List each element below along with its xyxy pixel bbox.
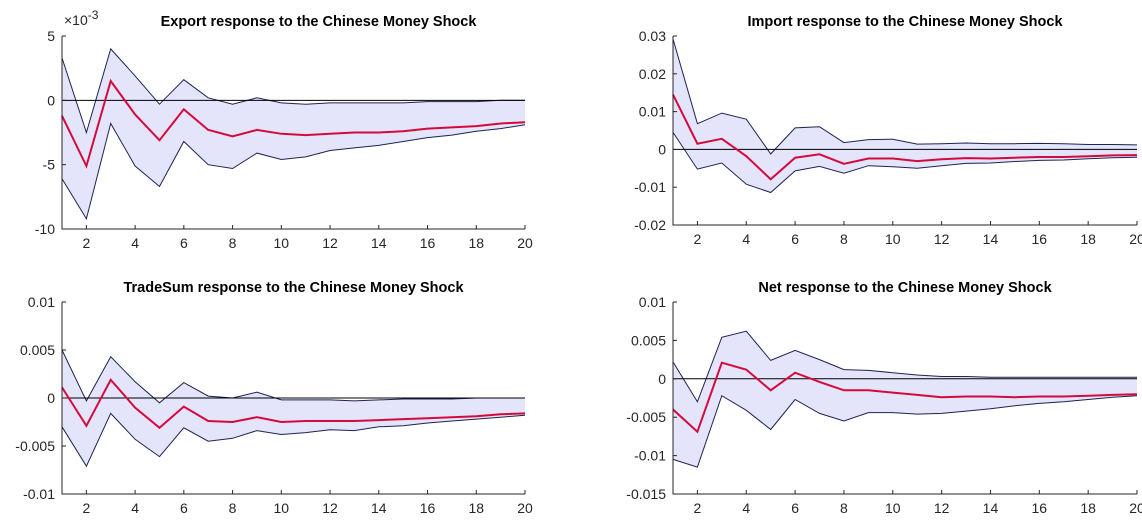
median-response-line (672, 361, 1138, 434)
x-tick-label: 4 (131, 235, 139, 251)
x-tick-label: 2 (82, 235, 90, 251)
x-tick-label: 18 (468, 235, 484, 251)
confidence-band (673, 331, 1137, 468)
x-tick-label: 10 (274, 500, 290, 516)
x-tick-label: 4 (742, 231, 750, 247)
chart-title: TradeSum response to the Chinese Money S… (123, 280, 464, 296)
x-tick-label: 12 (322, 500, 338, 516)
chart-panel-3: 2 4 6 8 10 12 14 16 18 20 -0.01 -0.005 0 0.005 0.01 Tra… (15, 280, 533, 516)
x-tick-label: 18 (468, 500, 484, 516)
x-tick-label: 6 (791, 500, 799, 516)
median-response-line (61, 78, 526, 169)
y-tick-label: 0.01 (639, 104, 666, 120)
y-exponent-label: ×10-3 (64, 8, 99, 28)
x-tick-label: 8 (229, 235, 237, 251)
x-tick-label: 12 (322, 235, 338, 251)
x-tick-label: 14 (371, 235, 387, 251)
x-tick-label: 12 (934, 231, 950, 247)
x-tick-label: 20 (517, 235, 533, 251)
chart-title: Net response to the Chinese Money Shock (758, 280, 1052, 296)
median-response-line (672, 94, 1138, 181)
x-tick-label: 16 (1032, 231, 1048, 247)
x-tick-label: 20 (1129, 231, 1142, 247)
x-tick-label: 2 (694, 231, 702, 247)
x-tick-label: 12 (934, 500, 950, 516)
lower-bound-line (672, 394, 1138, 468)
x-tick-label: 10 (885, 500, 901, 516)
x-tick-label: 18 (1080, 231, 1096, 247)
x-tick-label: 6 (180, 500, 188, 516)
y-tick-label: -0.005 (15, 438, 55, 454)
y-tick-label: -0.005 (626, 409, 666, 425)
y-tick-label: -0.01 (634, 448, 666, 464)
x-tick-label: 8 (229, 500, 237, 516)
chart-title: Export response to the Chinese Money Sho… (161, 14, 478, 30)
confidence-band (62, 350, 525, 467)
y-tick-label: 0.01 (639, 294, 666, 310)
y-tick-label: 0 (47, 92, 55, 108)
y-tick-label: -0.01 (23, 486, 55, 502)
y-tick-label: 0.005 (631, 332, 666, 348)
x-tick-label: 4 (131, 500, 139, 516)
y-tick-label: 0.01 (28, 294, 55, 310)
confidence-band (673, 39, 1137, 193)
y-tick-label: 0 (658, 371, 666, 387)
chart-panel-1: 2 4 6 8 10 12 14 16 18 20 -10 -5 0 5 Export response t… (35, 8, 533, 251)
upper-bound-line (672, 38, 1138, 155)
x-tick-label: 2 (694, 500, 702, 516)
x-tick-label: 10 (885, 231, 901, 247)
x-tick-label: 6 (791, 231, 799, 247)
lower-bound-line (672, 132, 1138, 194)
x-tick-label: 16 (420, 235, 436, 251)
y-tick-label: -5 (43, 157, 56, 173)
x-tick-label: 2 (82, 500, 90, 516)
y-tick-label: 0.005 (20, 342, 55, 358)
chart-panel-2: 2 4 6 8 10 12 14 16 18 20 -0.02 -0.01 0 0.01 0.02 0.03 I… (634, 14, 1142, 247)
x-tick-label: 14 (983, 500, 999, 516)
y-tick-label: 0.03 (639, 28, 666, 44)
y-tick-label: -0.01 (634, 179, 666, 195)
lower-bound-line (61, 122, 526, 220)
x-tick-label: 16 (420, 500, 436, 516)
chart-title: Import response to the Chinese Money Sho… (747, 14, 1063, 30)
x-tick-label: 8 (840, 500, 848, 516)
y-tick-label: -10 (35, 221, 55, 237)
x-tick-label: 18 (1080, 500, 1096, 516)
x-tick-label: 6 (180, 235, 188, 251)
lower-bound-line (61, 412, 526, 468)
x-tick-label: 20 (1129, 500, 1142, 516)
y-tick-label: 0 (47, 390, 55, 406)
upper-bound-line (61, 349, 525, 404)
x-tick-label: 8 (840, 231, 848, 247)
median-response-line (61, 378, 526, 430)
x-tick-label: 20 (517, 500, 533, 516)
x-tick-label: 4 (742, 500, 750, 516)
x-tick-label: 14 (371, 500, 387, 516)
chart-panel-4: 2 4 6 8 10 12 14 16 18 20 -0.015 -0.01 -0.005 0 0.005 0… (626, 280, 1142, 516)
upper-bound-line (61, 47, 525, 135)
y-tick-label: 0 (658, 141, 666, 157)
x-tick-label: 16 (1032, 500, 1048, 516)
y-tick-label: 5 (47, 28, 55, 44)
x-tick-label: 10 (274, 235, 290, 251)
x-tick-label: 14 (983, 231, 999, 247)
y-tick-label: -0.015 (626, 486, 666, 502)
y-tick-label: 0.02 (639, 66, 666, 82)
y-tick-label: -0.02 (634, 217, 666, 233)
upper-bound-line (672, 330, 1137, 403)
